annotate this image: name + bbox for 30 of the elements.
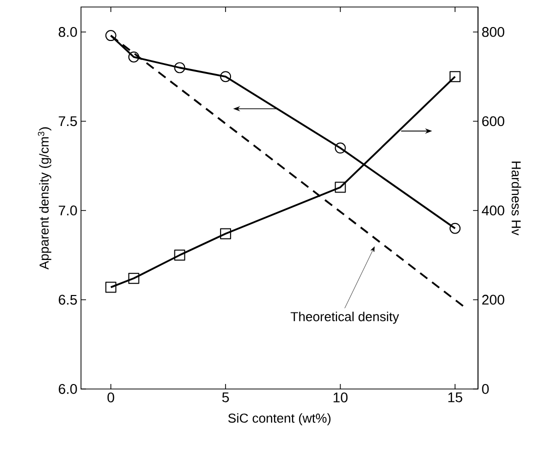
annotation: Theoretical density bbox=[290, 312, 400, 324]
point bbox=[220, 71, 232, 82]
x-axis-title: SiC content (wt%) bbox=[228, 413, 331, 426]
point bbox=[450, 71, 461, 82]
y2-axis-title: Hardness Hv bbox=[512, 162, 522, 236]
x-tick-label: 0 bbox=[108, 392, 114, 402]
point bbox=[220, 228, 232, 240]
x-tick-label: 15 bbox=[448, 392, 462, 402]
point bbox=[128, 51, 140, 62]
y2-tick-label: 0 bbox=[482, 384, 489, 394]
point bbox=[105, 282, 116, 293]
point bbox=[128, 272, 140, 284]
point bbox=[174, 250, 186, 261]
x-tick-label: 5 bbox=[222, 392, 229, 402]
y2-tick-label: 600 bbox=[482, 116, 504, 126]
point bbox=[105, 30, 116, 42]
y-tick-label: 8.0 bbox=[58, 27, 77, 37]
point bbox=[334, 182, 346, 193]
point bbox=[334, 142, 346, 154]
y-tick-label: 6.0 bbox=[58, 384, 77, 394]
y2-tick-label: 800 bbox=[482, 27, 504, 37]
x-tick-label: 10 bbox=[334, 392, 348, 402]
point bbox=[450, 222, 461, 234]
y2-tick-label: 400 bbox=[482, 206, 504, 216]
y-axis-title: Apparent density (g/cm$^{3}$) bbox=[38, 127, 52, 270]
y-tick-label: 7.5 bbox=[58, 116, 77, 126]
y-tick-label: 7.0 bbox=[58, 206, 77, 216]
y-tick-label: 6.5 bbox=[58, 294, 77, 305]
y2-tick-label: 200 bbox=[482, 294, 504, 305]
point bbox=[174, 62, 186, 74]
